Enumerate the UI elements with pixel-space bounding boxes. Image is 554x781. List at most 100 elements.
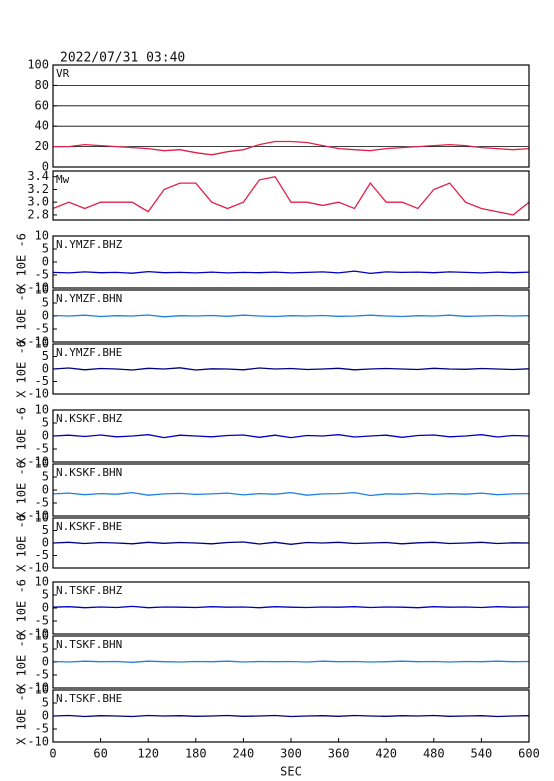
y-tick-label: -5	[35, 548, 49, 562]
series-label: N.TSKF.BHE	[56, 692, 122, 705]
y-tick-label: 10	[35, 575, 49, 589]
y-tick-label: 3.2	[27, 182, 49, 196]
trace	[52, 541, 530, 545]
y-tick-label: -10	[27, 627, 49, 641]
x-tick-label: 180	[185, 747, 207, 761]
y-tick-label: 40	[35, 119, 49, 133]
y-tick-label: 0	[42, 709, 49, 723]
y-tick-label: 0	[42, 655, 49, 669]
trace	[52, 605, 530, 609]
y-tick-label: -10	[27, 335, 49, 349]
y-tick-label: 20	[35, 139, 49, 153]
y-tick-label: -10	[27, 735, 49, 749]
y-tick-label: -5	[35, 668, 49, 682]
series-label: Mw	[56, 173, 70, 186]
y-tick-label: -10	[27, 387, 49, 401]
x-tick-label: 60	[93, 747, 107, 761]
panel-frame	[52, 581, 530, 635]
y-tick-label: -10	[27, 455, 49, 469]
series-label: N.TSKF.BHN	[56, 638, 122, 651]
y-tick-label: 0	[42, 362, 49, 376]
y-tick-label: -5	[35, 268, 49, 282]
x-tick-label: 120	[137, 747, 159, 761]
y-tick-label: 3.0	[27, 195, 49, 209]
y-tick-label: 10	[35, 229, 49, 243]
y-axis-label: X 10E -6	[15, 687, 29, 745]
y-tick-label: 10	[35, 283, 49, 297]
y-axis-label: X 10E -6	[15, 340, 29, 398]
y-tick-label: 5	[42, 523, 49, 537]
y-axis-label: X 10E -6	[15, 579, 29, 637]
panel-frame	[52, 64, 530, 168]
y-tick-label: -5	[35, 614, 49, 628]
panel-frame	[52, 517, 530, 569]
y-tick-label: 10	[35, 337, 49, 351]
series-label: N.YMZF.BHZ	[56, 238, 123, 251]
y-tick-label: 0	[42, 601, 49, 615]
y-tick-label: 5	[42, 696, 49, 710]
panel-frame	[52, 635, 530, 689]
y-tick-label: -5	[35, 374, 49, 388]
trace	[52, 714, 530, 718]
y-tick-label: 0	[42, 309, 49, 323]
trace	[52, 175, 530, 216]
y-axis-label: X 10E -6	[15, 287, 29, 345]
panel-frame	[52, 235, 530, 289]
y-axis-label: X 10E -6	[15, 461, 29, 519]
x-tick-label: 600	[518, 747, 540, 761]
y-tick-label: -5	[35, 496, 49, 510]
x-tick-label: 0	[49, 747, 56, 761]
y-tick-label: 10	[35, 457, 49, 471]
series-label: N.KSKF.BHZ	[56, 412, 123, 425]
trace	[52, 367, 530, 371]
series-label: N.YMZF.BHN	[56, 292, 122, 305]
y-tick-label: 5	[42, 588, 49, 602]
trace	[52, 270, 530, 275]
y-tick-label: 10	[35, 683, 49, 697]
x-tick-label: 540	[471, 747, 493, 761]
series-label: N.YMZF.BHE	[56, 346, 122, 359]
y-tick-label: 10	[35, 511, 49, 525]
y-tick-label: 80	[35, 78, 49, 92]
y-tick-label: 5	[42, 349, 49, 363]
series-label: VR	[56, 67, 70, 80]
y-tick-label: 0	[42, 255, 49, 269]
x-axis-label: SEC	[280, 765, 302, 779]
y-tick-label: 3.4	[27, 169, 49, 183]
panel-frame	[52, 463, 530, 517]
y-tick-label: 5	[42, 242, 49, 256]
y-tick-label: 5	[42, 416, 49, 430]
x-tick-label: 360	[328, 747, 350, 761]
panel-frame	[52, 409, 530, 463]
trace	[52, 491, 530, 497]
series-label: N.KSKF.BHE	[56, 520, 122, 533]
chart-title: 2022/07/31 03:40	[60, 51, 185, 66]
y-tick-label: -10	[27, 281, 49, 295]
y-tick-label: 0	[42, 483, 49, 497]
trace	[52, 434, 530, 439]
panel-frame	[52, 170, 530, 221]
panel-frame	[52, 343, 530, 395]
y-tick-label: 10	[35, 629, 49, 643]
y-tick-label: 100	[27, 58, 49, 72]
y-tick-label: 5	[42, 296, 49, 310]
x-tick-label: 240	[233, 747, 255, 761]
trace	[52, 314, 530, 318]
y-tick-label: 10	[35, 403, 49, 417]
y-tick-label: 60	[35, 98, 49, 112]
y-tick-label: -10	[27, 561, 49, 575]
series-label: N.KSKF.BHN	[56, 466, 122, 479]
y-tick-label: 0	[42, 429, 49, 443]
y-tick-label: 0	[42, 160, 49, 174]
y-axis-label: X 10E -6	[15, 233, 29, 291]
y-tick-label: -5	[35, 322, 49, 336]
panel-frame	[52, 289, 530, 343]
y-tick-label: 2.8	[27, 207, 49, 221]
y-axis-label: X 10E -6	[15, 633, 29, 691]
y-axis-label: X 10E -6	[15, 514, 29, 572]
y-tick-label: -10	[27, 509, 49, 523]
y-tick-label: 0	[42, 536, 49, 550]
x-tick-label: 300	[280, 747, 302, 761]
